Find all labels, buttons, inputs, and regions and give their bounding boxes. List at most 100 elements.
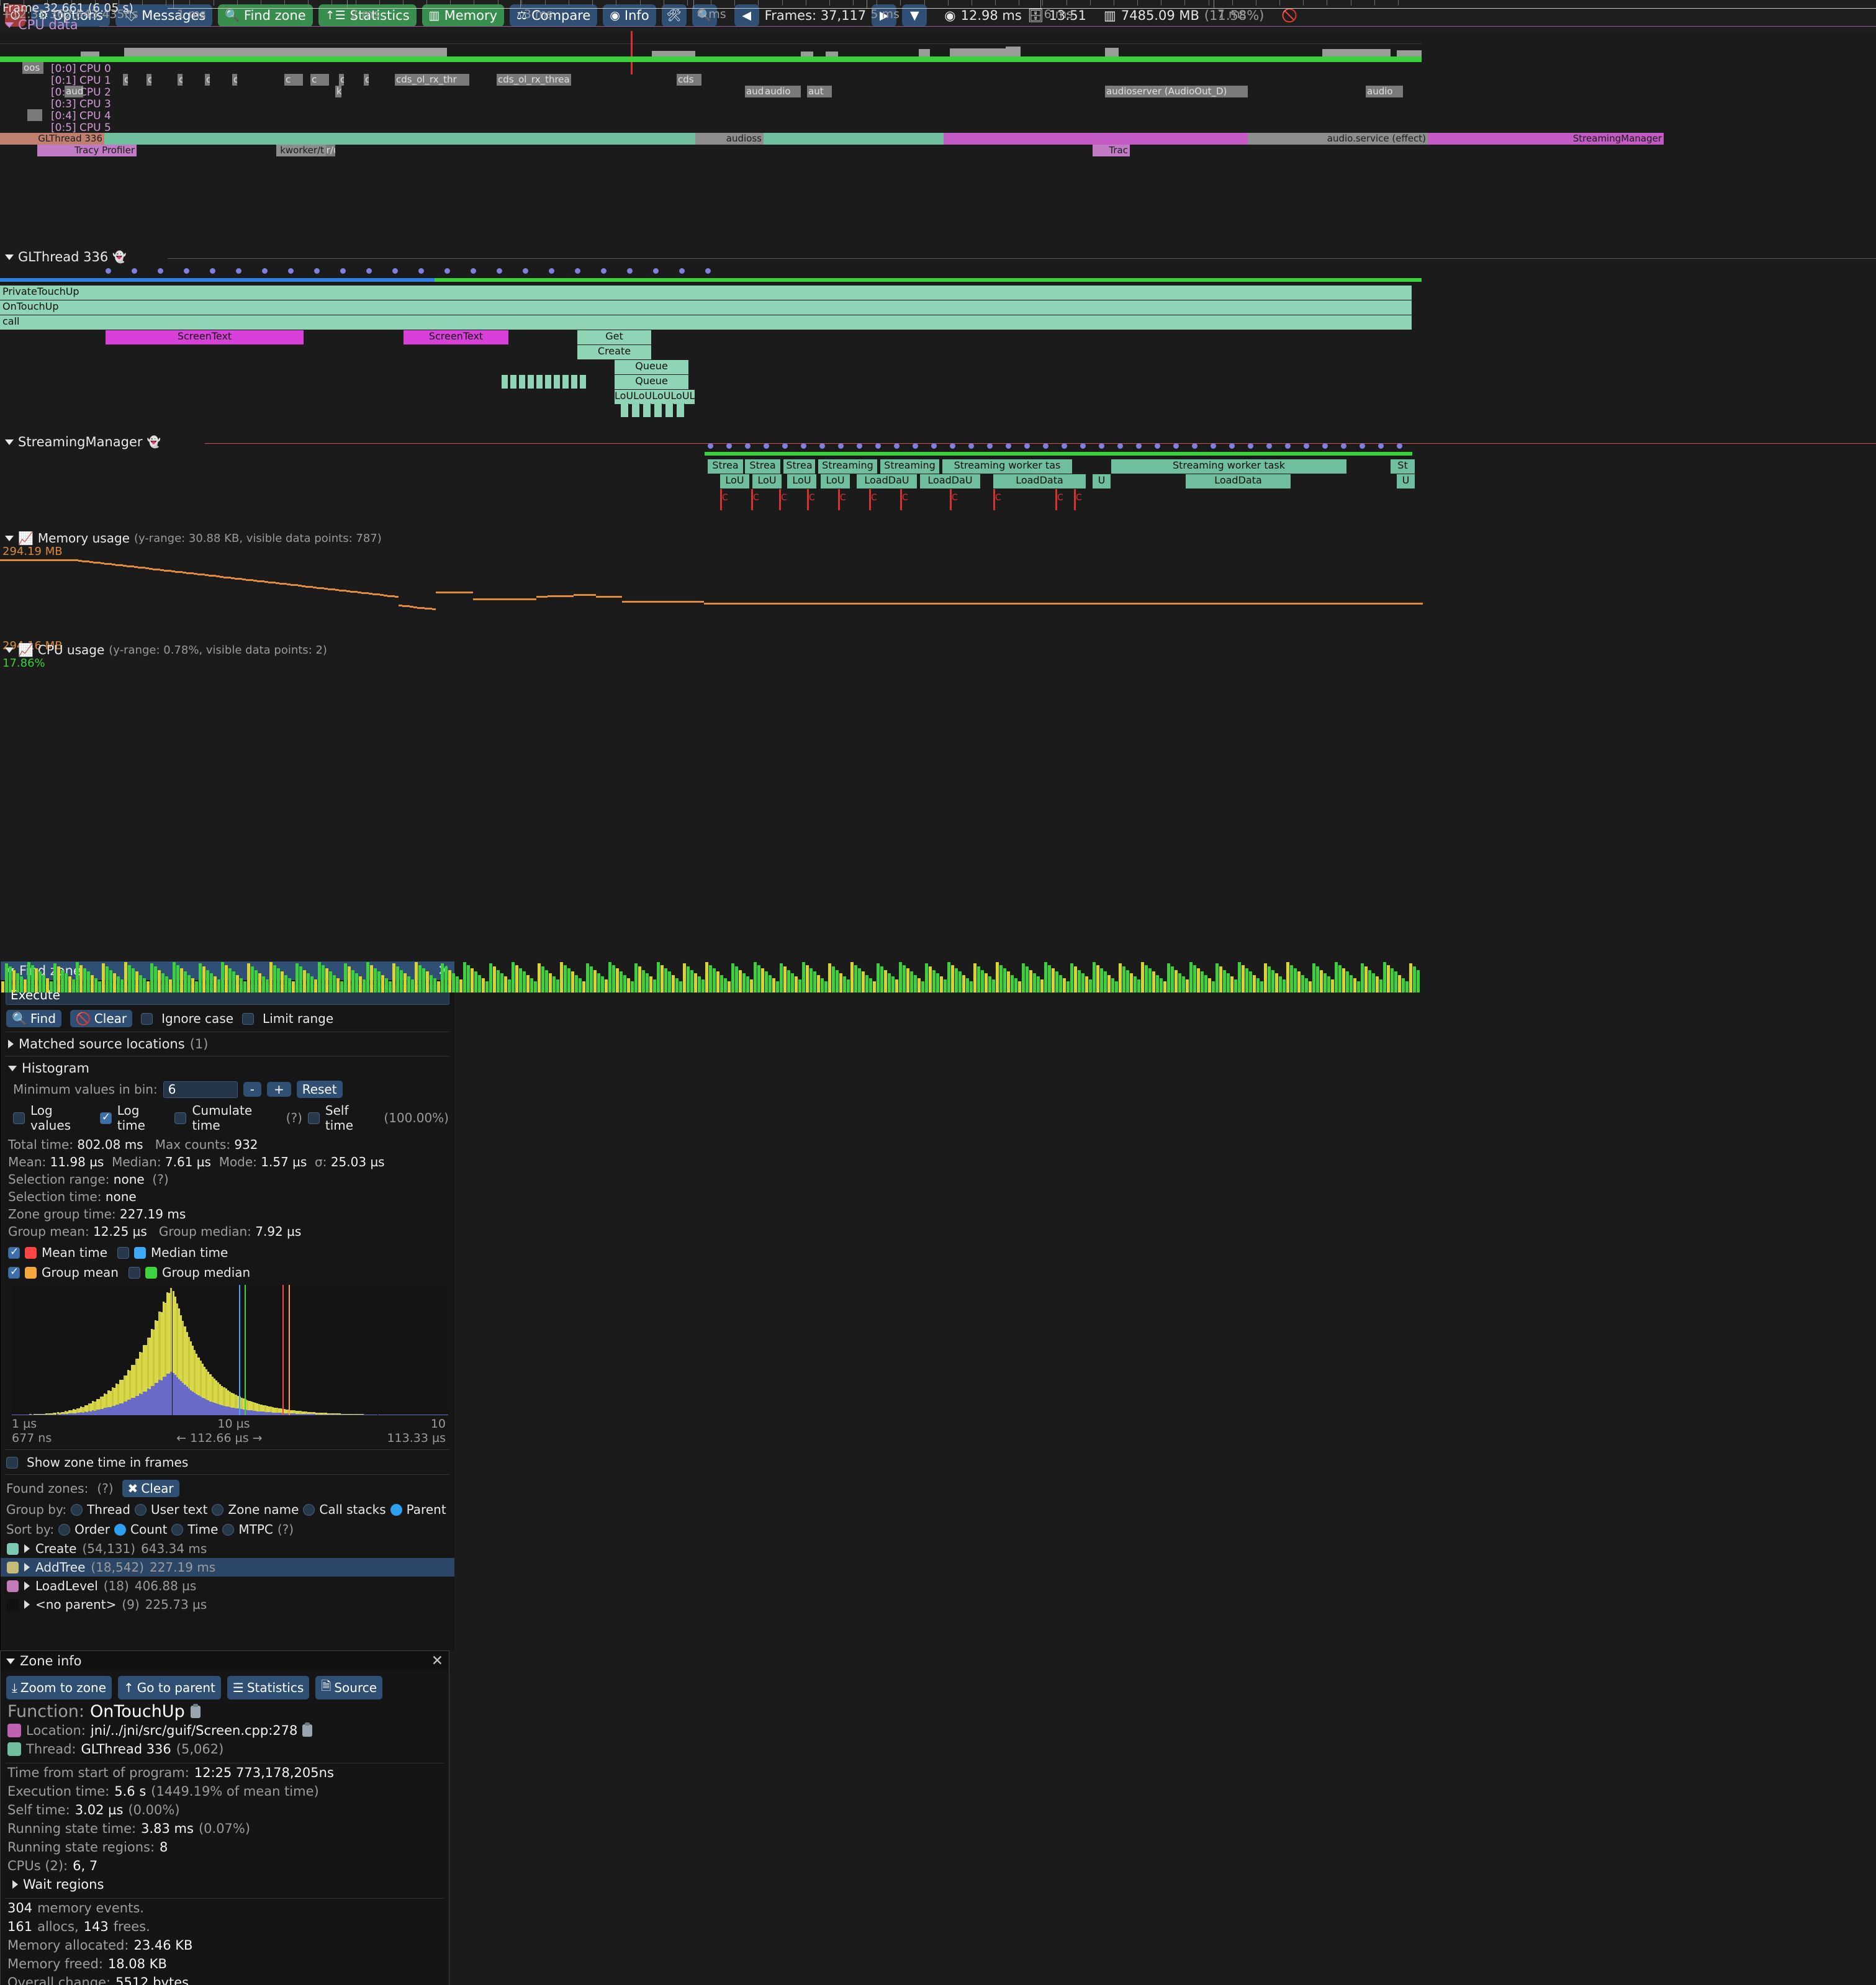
group-by-user-text-radio[interactable]: [135, 1503, 147, 1516]
timeline-zone[interactable]: [528, 375, 534, 389]
zone-marker[interactable]: [236, 268, 241, 274]
zone-error-marker[interactable]: [869, 489, 871, 510]
cpu-zone[interactable]: c: [123, 74, 128, 86]
copy-icon[interactable]: [302, 1722, 313, 1737]
chevron-right-icon[interactable]: [24, 1563, 30, 1572]
location-value[interactable]: jni/../jni/src/guif/Screen.cpp:278: [90, 1723, 298, 1738]
timeline-zone[interactable]: Create: [577, 345, 652, 359]
group-memory-usage[interactable]: 📈 Memory usage (y-range: 30.88 KB, visib…: [5, 531, 382, 546]
timeline-zone[interactable]: [562, 375, 569, 389]
min-values-decrement[interactable]: -: [243, 1082, 261, 1097]
timeline-zone[interactable]: ScreenText: [404, 330, 509, 344]
found-zone-row[interactable]: LoadLevel (18) 406.88 µs: [1, 1577, 454, 1595]
zone-statistics-button[interactable]: ☰ Statistics: [227, 1676, 310, 1699]
chevron-right-icon[interactable]: [24, 1544, 30, 1553]
timeline-zone[interactable]: [677, 403, 685, 417]
zone-marker[interactable]: [627, 268, 633, 274]
zone-marker[interactable]: [950, 443, 955, 449]
zone-marker[interactable]: [1099, 443, 1104, 449]
timeline-zone[interactable]: call: [0, 315, 1412, 330]
zone-marker[interactable]: [1360, 443, 1365, 449]
group-glthread-336[interactable]: GLThread 336 👻: [5, 250, 127, 264]
zone-marker[interactable]: [1080, 443, 1086, 449]
zone-error-marker[interactable]: [1074, 489, 1076, 510]
self-time-checkbox[interactable]: [307, 1112, 320, 1124]
histogram-chart[interactable]: [12, 1285, 448, 1415]
timeline-zone[interactable]: [621, 403, 629, 417]
zone-marker[interactable]: [262, 268, 268, 274]
zone-marker[interactable]: [857, 443, 862, 449]
zone-marker[interactable]: [366, 268, 372, 274]
cpu-zone[interactable]: c: [284, 74, 303, 86]
timeline-zone[interactable]: [536, 375, 543, 389]
group-mean-checkbox[interactable]: [8, 1266, 20, 1279]
clear-button[interactable]: 🚫 Clear: [70, 1010, 133, 1027]
zone-marker[interactable]: [575, 268, 580, 274]
close-icon[interactable]: ✕: [431, 1653, 443, 1669]
zone-error-marker[interactable]: [950, 489, 952, 510]
found-zone-list[interactable]: Create (54,131) 643.34 ms AddTree (18,542) 22…: [1, 1539, 454, 1614]
histogram-section[interactable]: Histogram: [1, 1056, 454, 1076]
cumulate-time-hint[interactable]: (?): [286, 1110, 302, 1125]
sort-by-count-radio[interactable]: [114, 1523, 127, 1536]
cpu-thread-zone[interactable]: audioss: [695, 133, 764, 145]
timeline-zone[interactable]: LoadData: [1186, 474, 1291, 488]
timeline-zone[interactable]: ScreenText: [106, 330, 304, 344]
ignore-case-checkbox[interactable]: [141, 1012, 153, 1025]
zone-marker[interactable]: [1024, 443, 1030, 449]
zone-error-marker[interactable]: [720, 489, 722, 510]
no-signal-icon[interactable]: 🚫: [1281, 7, 1298, 23]
zone-marker[interactable]: [968, 443, 974, 449]
cumulate-time-checkbox[interactable]: [174, 1112, 187, 1124]
timeline-zone[interactable]: [654, 403, 662, 417]
matched-source-locations-section[interactable]: Matched source locations (1): [1, 1032, 454, 1051]
zone-marker[interactable]: [1211, 443, 1216, 449]
zone-marker[interactable]: [601, 268, 607, 274]
zone-marker[interactable]: [745, 443, 751, 449]
cpu-zone[interactable]: audio: [764, 86, 801, 97]
found-zone-row[interactable]: <no parent> (9) 225.73 µs: [1, 1595, 454, 1614]
timeline-zone[interactable]: OnTouchUp: [0, 300, 1412, 315]
zone-marker[interactable]: [653, 268, 659, 274]
timeline-zone[interactable]: [519, 375, 526, 389]
timeline-zone[interactable]: [643, 403, 651, 417]
timeline[interactable]: Frame 32,661 (6.05 s) CPU data [0:0] CPU…: [0, 1, 1876, 961]
zone-marker[interactable]: [1285, 443, 1291, 449]
cpu-zone[interactable]: c: [178, 74, 183, 86]
zone-marker[interactable]: [132, 268, 137, 274]
mean-time-checkbox[interactable]: [8, 1246, 20, 1259]
group-median-checkbox[interactable]: [128, 1266, 140, 1279]
timeline-zone[interactable]: [510, 375, 517, 389]
zone-error-marker[interactable]: [900, 489, 902, 510]
zone-error-marker[interactable]: [838, 489, 840, 510]
sort-by-hint[interactable]: (?): [277, 1522, 294, 1537]
timeline-zone[interactable]: Strea: [708, 459, 744, 474]
cpu-thread-zone[interactable]: Tracy Profiler: [37, 145, 137, 156]
group-by-call-stacks-radio[interactable]: [303, 1503, 315, 1516]
zone-marker[interactable]: [875, 443, 881, 449]
zone-marker[interactable]: [1266, 443, 1272, 449]
cpu-zone[interactable]: c: [310, 74, 329, 86]
chevron-down-icon[interactable]: [6, 1658, 15, 1664]
timeline-zone[interactable]: [545, 375, 552, 389]
cpu-zone[interactable]: aud: [65, 86, 83, 97]
timeline-zone[interactable]: Strea: [745, 459, 781, 474]
selection-range-hint[interactable]: (?): [152, 1172, 169, 1187]
cpu-zone[interactable]: cds_ol_rx_thr: [395, 74, 469, 86]
zone-marker[interactable]: [1006, 443, 1011, 449]
show-zone-time-checkbox[interactable]: [6, 1456, 18, 1469]
zone-error-marker[interactable]: [993, 489, 995, 510]
log-time-checkbox[interactable]: [99, 1111, 112, 1124]
zone-marker[interactable]: [1378, 443, 1384, 449]
timeline-zone[interactable]: Queue: [615, 360, 689, 374]
cpu-zone[interactable]: aut: [807, 86, 832, 97]
zone-marker[interactable]: [1155, 443, 1160, 449]
cpu-zone[interactable]: c: [364, 74, 369, 86]
sort-by-order-radio[interactable]: [58, 1523, 71, 1536]
zone-marker[interactable]: [549, 268, 554, 274]
cpu-zone[interactable]: audioserver (AudioOut_D): [1105, 86, 1248, 97]
zone-marker[interactable]: [913, 443, 918, 449]
cpu-zone[interactable]: cds: [677, 74, 701, 86]
timeline-zone[interactable]: Streaming worker tas: [942, 459, 1073, 474]
find-button[interactable]: 🔍 Find: [6, 1010, 61, 1027]
